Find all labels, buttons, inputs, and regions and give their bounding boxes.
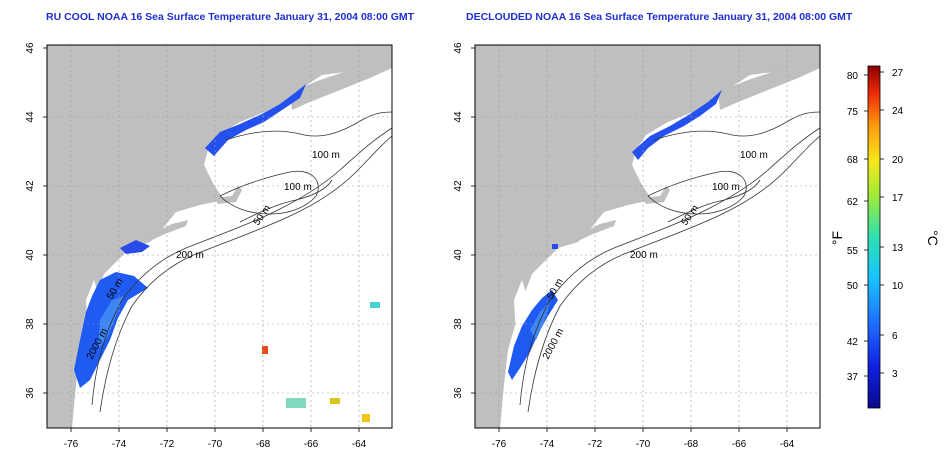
left-x-tick-label: -66 — [304, 439, 319, 450]
right-map-panel: 100 m 100 m 50 m 200 m 50 m 2000 m -76 -… — [453, 42, 821, 450]
contour-200m — [519, 127, 820, 406]
left-contour-label-2: 100 m — [284, 182, 312, 193]
left-x-tick-label: -64 — [352, 439, 367, 450]
right-map-title: DECLOUDED NOAA 16 Sea Surface Temperatur… — [466, 11, 853, 23]
nova-scotia — [718, 60, 820, 110]
colorbar-gradient — [867, 65, 881, 409]
left-x-tick-label: -70 — [208, 439, 223, 450]
colorbar-fahrenheit-label: °F — [829, 231, 845, 245]
left-y-tick-label: 42 — [25, 180, 36, 192]
sst-patch-mid-atlantic — [74, 272, 148, 388]
left-contour-label-1: 100 m — [312, 150, 340, 161]
colorbar-f-tick: 68 — [847, 155, 859, 166]
right-x-tick-label: -66 — [732, 439, 747, 450]
colorbar-c-tick: 24 — [892, 106, 904, 117]
sst-patch-maine — [632, 90, 722, 160]
sst-speck-d — [362, 414, 370, 422]
right-x-tick-label: -68 — [684, 439, 699, 450]
cape-cod — [214, 186, 242, 204]
left-x-tick-label: -74 — [112, 439, 127, 450]
colorbar-c-tick: 3 — [892, 369, 898, 380]
right-y-tick-label: 42 — [453, 180, 464, 192]
sst-speck-b — [330, 398, 340, 404]
contour-100m — [225, 111, 392, 141]
colorbar-c-tick: 10 — [892, 281, 904, 292]
contour-georges — [239, 179, 333, 223]
north-american-mainland — [47, 45, 392, 428]
contour-50m — [647, 170, 747, 215]
sst-speck-e — [370, 302, 380, 308]
sst-patch-maine — [205, 84, 306, 156]
right-contour-label-1: 100 m — [740, 150, 768, 161]
right-y-tick-label: 36 — [453, 387, 464, 399]
colorbar-f-tick: 42 — [847, 337, 859, 348]
left-x-tick-label: -72 — [160, 439, 175, 450]
colorbar-c-tick: 27 — [892, 68, 904, 79]
right-x-tick-label: -76 — [492, 439, 507, 450]
sst-speck-a — [552, 244, 558, 249]
left-x-tick-label: -76 — [64, 439, 79, 450]
delmarva — [514, 280, 527, 335]
left-y-tick-label: 40 — [25, 249, 36, 261]
contour-50m — [219, 170, 319, 215]
colorbar-f-tick: 55 — [847, 246, 859, 257]
left-x-tick-label: -68 — [256, 439, 271, 450]
right-y-tick-label: 44 — [453, 111, 464, 123]
right-y-tick-label: 46 — [453, 42, 464, 54]
cape-cod — [642, 186, 670, 204]
left-contour-label-4: 200 m — [176, 250, 204, 261]
colorbar-c-tick: 20 — [892, 155, 904, 166]
right-x-tick-label: -70 — [636, 439, 651, 450]
right-contour-label-4: 200 m — [630, 250, 658, 261]
colorbar-f-tick: 62 — [847, 197, 859, 208]
temperature-colorbar: 80 75 68 62 55 50 42 37 27 24 20 17 13 1… — [829, 65, 941, 409]
right-x-tick-label: -64 — [780, 439, 795, 450]
colorbar-celsius-label: °C — [925, 230, 941, 246]
right-y-tick-label: 38 — [453, 318, 464, 330]
sst-speck-c — [286, 398, 306, 408]
north-american-mainland — [475, 45, 820, 428]
long-island — [150, 220, 188, 240]
left-map-title: RU COOL NOAA 16 Sea Surface Temperature … — [46, 11, 415, 23]
long-island — [578, 220, 616, 240]
left-y-tick-label: 46 — [25, 42, 36, 54]
left-y-tick-label: 36 — [25, 387, 36, 399]
contour-200m — [91, 127, 392, 406]
contour-georges — [667, 179, 761, 223]
colorbar-f-tick: 50 — [847, 281, 859, 292]
right-x-tick-label: -72 — [588, 439, 603, 450]
left-y-tick-label: 38 — [25, 318, 36, 330]
nova-scotia — [290, 60, 392, 110]
colorbar-c-tick: 6 — [892, 331, 898, 342]
sst-patch-nj — [120, 240, 150, 254]
colorbar-f-tick: 37 — [847, 372, 859, 383]
right-contour-label-2: 100 m — [712, 182, 740, 193]
left-map-panel: 100 m 100 m 50 m 200 m 50 m 2000 m -76 -… — [25, 42, 393, 450]
sst-speck-a — [262, 346, 268, 354]
colorbar-c-tick: 13 — [892, 243, 904, 254]
colorbar-c-tick: 17 — [892, 193, 904, 204]
contour-100m — [653, 111, 820, 141]
left-y-tick-label: 44 — [25, 111, 36, 123]
right-y-tick-label: 40 — [453, 249, 464, 261]
right-x-tick-label: -74 — [540, 439, 555, 450]
colorbar-f-tick: 75 — [847, 107, 859, 118]
colorbar-f-tick: 80 — [847, 71, 859, 82]
